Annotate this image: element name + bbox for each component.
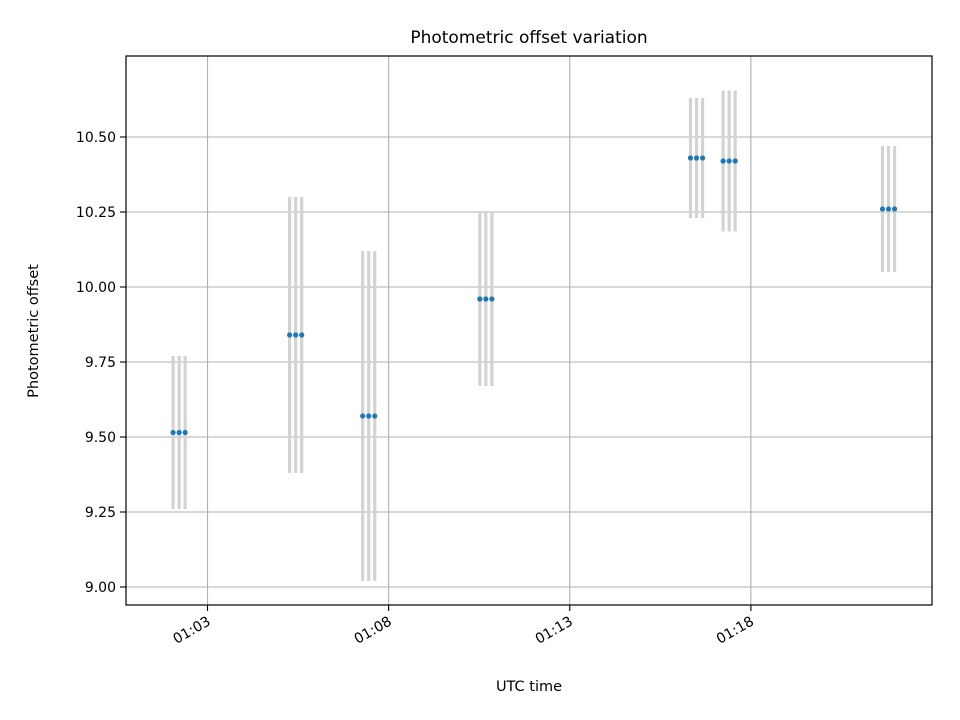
data-point	[879, 206, 886, 212]
data-point	[891, 206, 898, 212]
data-points	[170, 155, 898, 436]
data-point	[293, 332, 299, 338]
y-axis-label: Photometric offset	[26, 264, 42, 398]
data-point	[176, 429, 182, 436]
y-tick-label: 9.50	[85, 430, 116, 446]
chart-title: Photometric offset variation	[410, 28, 647, 48]
data-point	[170, 429, 176, 436]
data-point	[483, 296, 489, 302]
y-tick-label: 10.50	[76, 130, 116, 146]
y-tick-label: 9.25	[85, 505, 116, 521]
data-point	[477, 296, 483, 302]
data-point	[732, 158, 738, 164]
data-point	[182, 429, 188, 436]
data-point	[287, 332, 293, 338]
data-point	[699, 155, 706, 161]
data-point	[726, 158, 732, 164]
y-axis: 9.00 9.25 9.50 9.75 10.00 10.25 10.50	[76, 130, 126, 596]
data-point	[720, 158, 726, 164]
data-point	[366, 413, 372, 419]
grid	[126, 56, 932, 605]
x-axis-label: UTC time	[496, 679, 562, 695]
data-point	[693, 155, 700, 161]
data-point	[372, 413, 378, 419]
data-point	[687, 155, 694, 161]
data-point	[489, 296, 495, 302]
y-tick-label: 9.75	[85, 355, 116, 371]
y-tick-label: 10.25	[76, 205, 116, 221]
y-tick-label: 9.00	[85, 580, 116, 596]
data-point	[360, 413, 366, 419]
y-tick-label: 10.00	[76, 280, 116, 296]
plot-area-frame	[125, 55, 933, 606]
data-point	[299, 332, 305, 338]
data-point	[885, 206, 892, 212]
